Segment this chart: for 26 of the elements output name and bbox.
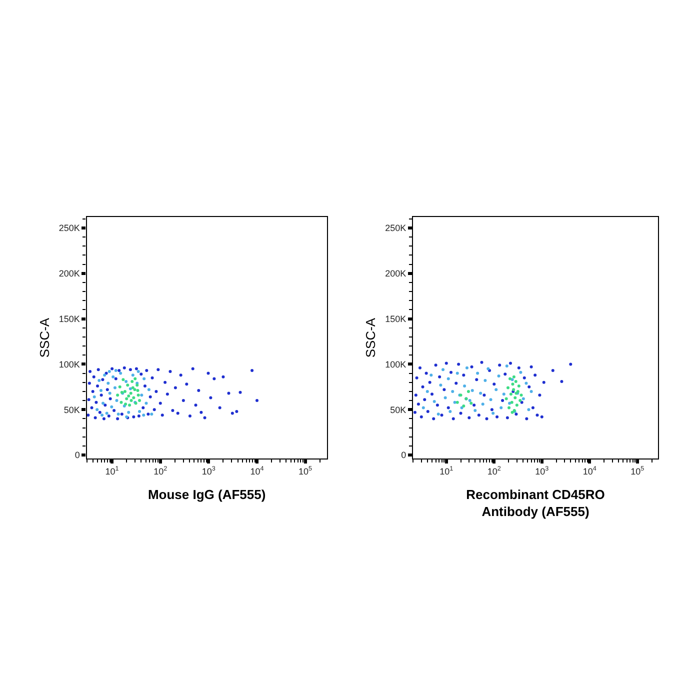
y-tick-label: 0 [74,450,80,460]
x-tick-label: 10$^{5}$ [630,466,645,476]
y-tick-label: 50K [390,404,406,415]
y-tick-label: 200K [385,268,406,278]
x-tick-label: 10$^{1}$ [440,466,454,476]
x-tick-label: 10$^{5}$ [298,466,313,476]
x-tick-label: 10$^{4}$ [250,466,264,476]
x-tick-label: 10$^{2}$ [487,466,502,476]
y-tick-label: 200K [58,268,80,278]
x-axis-title: Recombinant CD45RO Antibody (AF555) [466,487,605,519]
x-tick-label: 10$^{1}$ [105,466,120,476]
y-tick-label: 50K [64,404,80,415]
y-tick-label: 0 [401,450,406,460]
x-tick-label: 10$^{4}$ [582,466,597,476]
x-tick-label: 10$^{3}$ [202,466,216,476]
y-tick-label: 150K [58,314,80,324]
x-tick-label: 10$^{2}$ [154,466,168,476]
x-axis-title: Mouse IgG (AF555) [148,487,266,502]
y-tick-label: 250K [385,223,406,234]
y-axis-title: SSC-A [363,318,378,358]
y-tick-label: 250K [58,223,80,234]
y-tick-label: 100K [58,359,80,370]
y-tick-label: 150K [385,314,406,324]
y-axis-title: SSC-A [36,318,52,358]
y-tick-label: 100K [385,359,406,370]
x-tick-label: 10$^{3}$ [535,466,550,476]
